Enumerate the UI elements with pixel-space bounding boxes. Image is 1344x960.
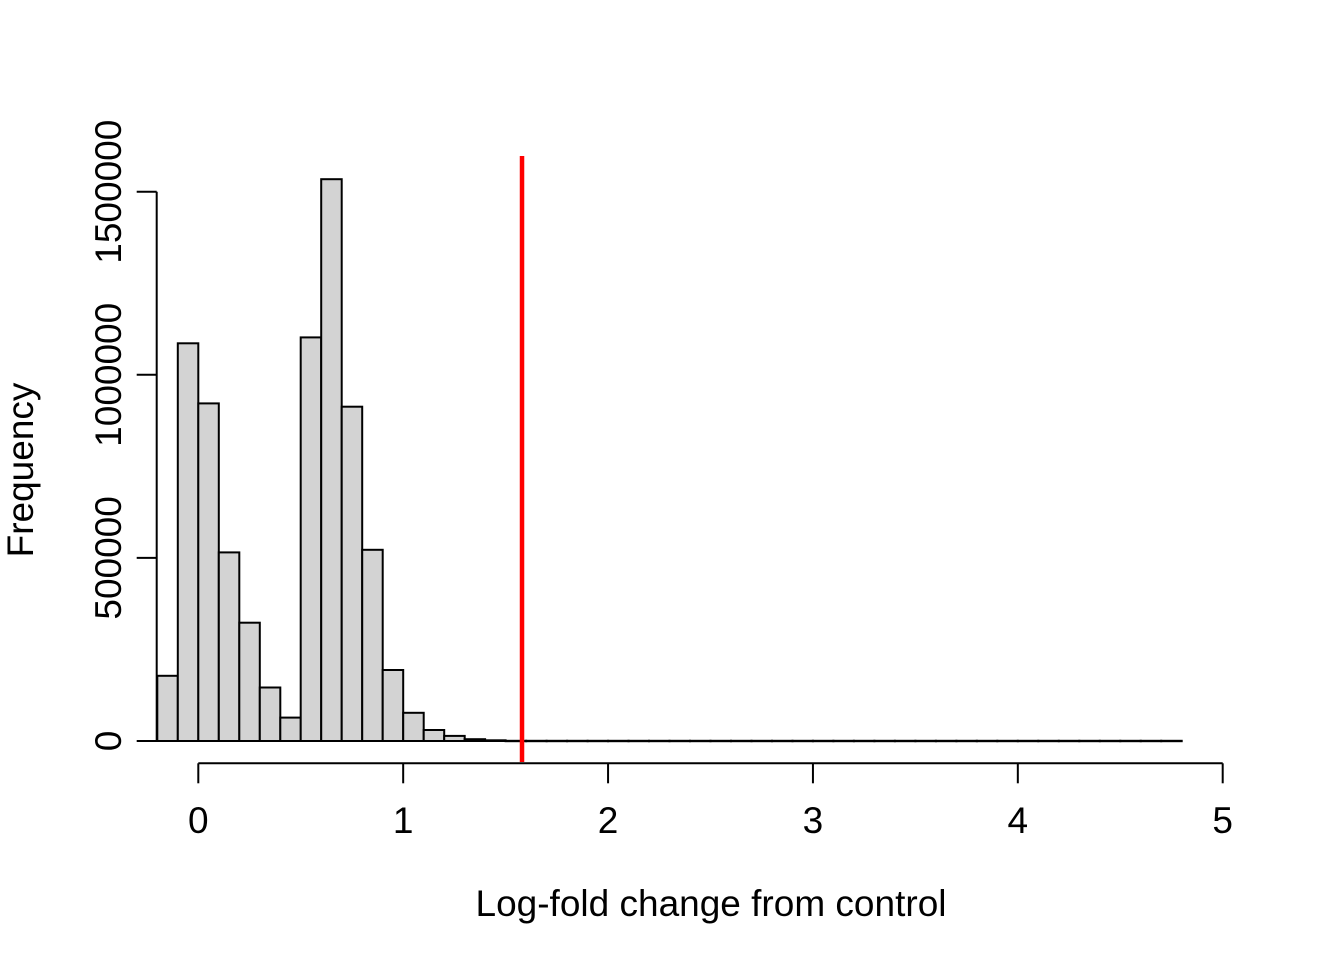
y-axis-tick-label: 500000 [88, 496, 129, 619]
x-axis: 0 1 2 3 4 5 [188, 762, 1233, 841]
histogram-bar [197, 402, 220, 742]
histogram-bars [156, 178, 1183, 743]
histogram-bar [299, 336, 323, 742]
x-axis-tick-label: 0 [188, 800, 209, 841]
histogram-bar [156, 674, 179, 742]
y-axis-tick-label: 0 [88, 731, 129, 752]
histogram-bar [217, 551, 241, 743]
histogram-bar [422, 729, 446, 742]
y-axis-tick-label: 1500000 [88, 120, 129, 264]
x-axis-tick-label: 5 [1212, 800, 1233, 841]
x-axis-title: Log-fold change from control [476, 883, 947, 924]
histogram-bar [279, 716, 302, 742]
x-axis-tick-label: 4 [1008, 800, 1029, 841]
histogram-bar [443, 734, 466, 743]
histogram-bar [463, 738, 487, 743]
histogram-bar [361, 548, 384, 742]
histogram-bar [320, 178, 343, 742]
histogram-bar [340, 405, 364, 742]
histogram-bar [402, 711, 425, 742]
x-axis-tick-label: 3 [803, 800, 824, 841]
histogram-bar [484, 739, 507, 742]
histogram-bar [238, 621, 261, 743]
x-axis-tick-label: 2 [598, 800, 619, 841]
y-axis-title: Frequency [0, 382, 41, 557]
x-axis-tick-label: 1 [393, 800, 414, 841]
histogram-bar [381, 669, 405, 742]
y-axis: 0 500000 1000000 1500000 [88, 120, 158, 752]
histogram-bar [176, 342, 200, 742]
histogram-bar [258, 686, 282, 742]
y-axis-tick-label: 1000000 [88, 303, 129, 447]
